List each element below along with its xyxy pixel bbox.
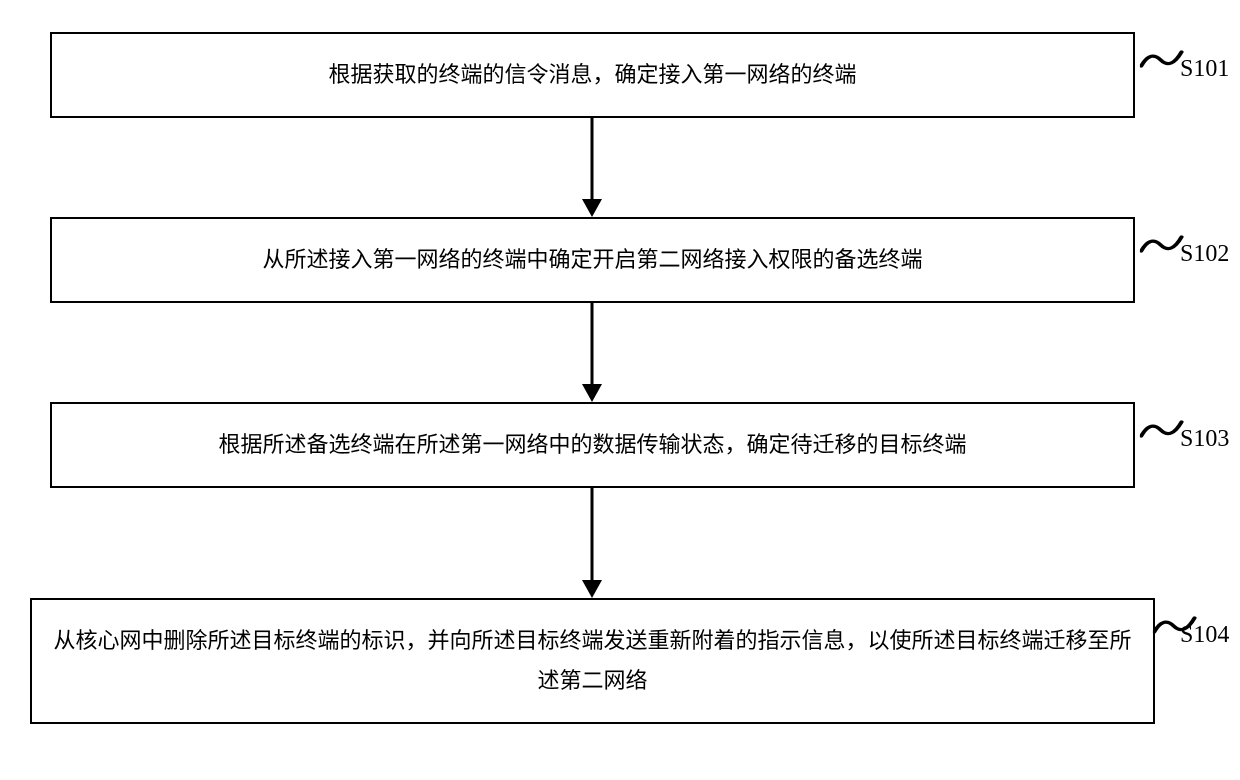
step-label-S103: S103 [1180, 426, 1229, 453]
flow-node-text: 根据获取的终端的信令消息，确定接入第一网络的终端 [328, 55, 856, 95]
node-connector-tilde [1140, 412, 1184, 456]
flow-node-n3: 根据所述备选终端在所述第一网络中的数据传输状态，确定待迁移的目标终端 [50, 402, 1135, 488]
flow-node-text: 根据所述备选终端在所述第一网络中的数据传输状态，确定待迁移的目标终端 [218, 425, 966, 465]
flow-node-text: 从所述接入第一网络的终端中确定开启第二网络接入权限的备选终端 [262, 240, 922, 280]
flow-node-n2: 从所述接入第一网络的终端中确定开启第二网络接入权限的备选终端 [50, 217, 1135, 303]
flow-arrow-1 [580, 303, 604, 402]
step-label-S101: S101 [1180, 56, 1229, 83]
node-connector-tilde [1140, 42, 1184, 86]
step-label-S102: S102 [1180, 241, 1229, 268]
flow-node-n1: 根据获取的终端的信令消息，确定接入第一网络的终端 [50, 32, 1135, 118]
flow-node-n4: 从核心网中删除所述目标终端的标识，并向所述目标终端发送重新附着的指示信息，以使所… [30, 598, 1155, 724]
flow-arrow-2 [580, 488, 604, 598]
flow-arrow-0 [580, 118, 604, 217]
flow-node-text: 从核心网中删除所述目标终端的标识，并向所述目标终端发送重新附着的指示信息，以使所… [52, 621, 1133, 700]
node-connector-tilde [1140, 227, 1184, 271]
step-label-S104: S104 [1180, 622, 1229, 649]
